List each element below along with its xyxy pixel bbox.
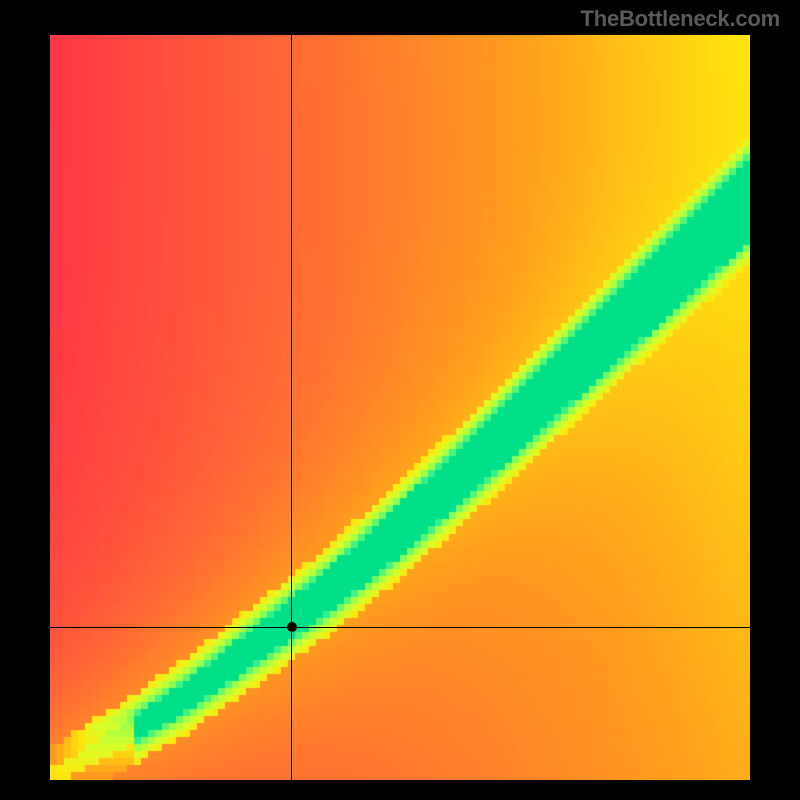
heatmap-plot: [50, 35, 750, 780]
crosshair-vertical: [291, 35, 292, 780]
heatmap-canvas: [50, 35, 750, 780]
crosshair-horizontal: [50, 627, 750, 628]
marker-dot: [287, 622, 297, 632]
watermark-text: TheBottleneck.com: [580, 6, 780, 32]
